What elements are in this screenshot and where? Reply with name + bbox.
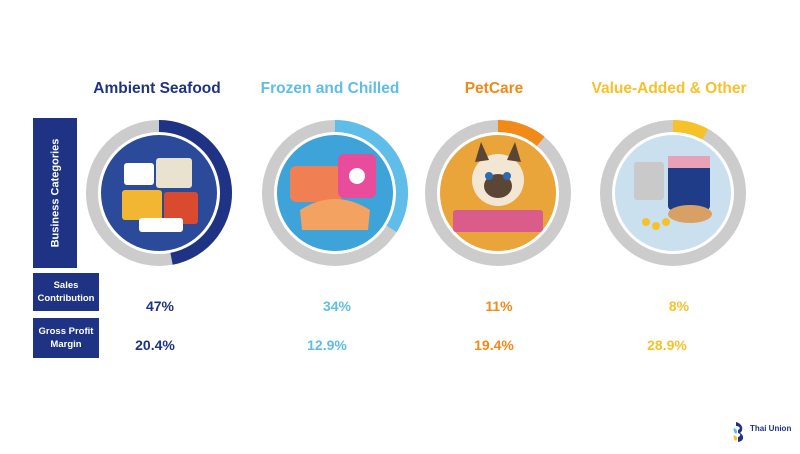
donut-arc-2 — [334, 120, 408, 233]
sales-value-ambient-seafood: 47% — [145, 298, 175, 314]
business-categories-label: Business Categories — [33, 118, 77, 268]
sales-value-frozen-chilled: 34% — [322, 298, 352, 314]
category-title-frozen-chilled: Frozen and Chilled — [260, 80, 400, 97]
supplement-can-icon-detail — [634, 156, 712, 230]
category-title-petcare: PetCare — [464, 80, 524, 97]
donut-arc-4 — [672, 120, 709, 140]
donut-petcare — [425, 120, 571, 266]
seafood-cans-icon-detail — [122, 158, 198, 232]
thai-union-logo-text: Thai Union — [750, 424, 792, 433]
thai-union-logo-icon — [733, 422, 744, 442]
sales-contribution-label: Sales Contribution — [33, 273, 99, 311]
category-title-value-added: Value-Added & Other — [591, 80, 747, 97]
donut-ambient-seafood — [86, 120, 232, 266]
gpm-value-frozen-chilled: 12.9% — [307, 337, 347, 353]
gross-profit-margin-label: Gross Profit Margin — [33, 318, 99, 358]
cat-icon-detail — [453, 142, 543, 232]
sales-value-petcare: 11% — [485, 298, 513, 314]
category-title-ambient-seafood: Ambient Seafood — [93, 80, 221, 97]
donut-frozen-chilled — [262, 120, 408, 266]
sales-value-value-added: 8% — [668, 298, 690, 314]
gpm-value-ambient-seafood: 20.4% — [135, 337, 175, 353]
gpm-value-petcare: 19.4% — [474, 337, 514, 353]
donut-arc-1 — [158, 120, 232, 265]
salmon-fillet-icon-detail — [290, 154, 376, 230]
donut-value-added — [600, 120, 746, 266]
gpm-value-value-added: 28.9% — [647, 337, 687, 353]
donut-arc-3 — [497, 120, 545, 147]
